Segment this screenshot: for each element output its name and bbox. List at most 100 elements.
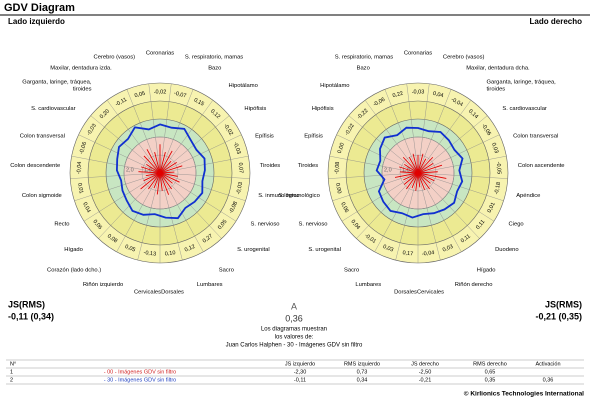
spoke (329, 155, 419, 174)
center-spoke (415, 172, 419, 191)
sector-value: 0,07 (237, 162, 244, 173)
sector-label: Epífisis (255, 133, 274, 139)
spoke (71, 155, 161, 174)
row-value: 0,73 (357, 369, 368, 375)
center-spoke (154, 151, 161, 174)
center-spoke (417, 156, 434, 174)
sector-label: Hipófisis (312, 106, 334, 112)
row-number: 2 (10, 377, 13, 383)
sector-label: Tiroides (260, 163, 281, 169)
sector-value: 0,22 (392, 91, 404, 99)
sector-value: -0,06 (372, 97, 386, 108)
spoke (126, 89, 161, 174)
center-spoke (153, 172, 161, 189)
sector-label: Hígado (64, 247, 83, 253)
spoke (159, 89, 194, 174)
sector-value: 0,05 (217, 219, 228, 231)
center-spoke (408, 157, 419, 174)
sector-value: -0,04 (450, 97, 464, 108)
sector-value: -0,13 (143, 250, 156, 258)
center-spoke (159, 172, 178, 177)
center-spoke (159, 172, 170, 195)
sector-label: Lumbares (197, 282, 223, 288)
sector-label: Epífisis (304, 133, 323, 139)
spoke (78, 134, 161, 174)
center-spoke (394, 172, 419, 178)
sector-label: S. urogenital (237, 247, 270, 253)
sector-value: 0,03 (490, 142, 499, 154)
sector-value: 0,03 (382, 244, 394, 254)
sector-label: S. inmunológico (279, 193, 320, 199)
sector-value: 0,06 (91, 219, 102, 231)
summary-value: 0,36 (285, 313, 303, 323)
center-spoke (400, 171, 419, 174)
sector-label: Cerebro (vasos) (443, 54, 485, 60)
row-name: - 00 - Imágenes GDV sin filtro (104, 369, 176, 375)
sector-label: Colon ascendente (518, 163, 565, 169)
sector-value: -0,03 (412, 89, 425, 95)
summary-line: Juan Carlos Halphen - 30 - Imágenes GDV … (226, 343, 363, 349)
center-spoke (146, 163, 161, 174)
sector-value: 0,00 (334, 182, 342, 194)
summary-line: Los diagramas muestran (261, 327, 327, 333)
spoke (70, 172, 161, 179)
center-spoke (403, 172, 419, 181)
spoke (417, 172, 508, 179)
sector-label: Coronarias (404, 51, 432, 57)
center-spoke (159, 171, 175, 174)
sector-label: Hígado (477, 268, 496, 274)
sector-label: Bazo (357, 65, 370, 71)
sector-value: -0,06 (79, 141, 89, 155)
sector-label: tiroides (487, 87, 506, 93)
sector-value: -0,03 (236, 182, 244, 195)
table-header: Activación (535, 361, 560, 367)
center-spoke (147, 172, 161, 190)
row-value: 0,35 (485, 377, 496, 383)
center-spoke (417, 172, 426, 190)
center-spoke (159, 150, 173, 174)
sector-value: -0,04 (422, 250, 435, 258)
sector-value: 0,11 (475, 219, 486, 231)
spoke (328, 172, 419, 179)
sector-value: 0,20 (99, 108, 111, 120)
center-spoke (138, 171, 161, 174)
center-spoke (399, 166, 419, 174)
sector-label: S. respiratorio, mamas (335, 54, 393, 60)
row-value: 0,36 (543, 377, 554, 383)
sector-label: Duodeno (495, 247, 519, 253)
sector-value: 0,17 (402, 250, 413, 257)
sector-label: Sacro (344, 268, 359, 274)
sector-label: Recto (54, 222, 69, 228)
sector-label: Colon descendente (10, 163, 60, 169)
energy-contour (115, 123, 206, 220)
sector-label: Dorsales (394, 290, 417, 296)
center-spoke (145, 172, 161, 177)
center-spoke (159, 165, 183, 174)
js-label: JS(RMS) (8, 299, 45, 309)
center-spoke (141, 166, 161, 174)
row-value: -0,11 (294, 377, 306, 383)
sector-label: Coronarias (146, 51, 174, 57)
sector-value: -0,11 (114, 97, 128, 108)
center-spoke (417, 158, 427, 174)
spoke (417, 155, 507, 174)
center-dot (416, 171, 420, 175)
spoke (417, 172, 504, 202)
sector-value: -0,06 (480, 123, 492, 137)
scale-label: 1,0 (402, 167, 410, 173)
center-spoke (417, 164, 443, 174)
scale-label: 1,0 (144, 167, 152, 173)
center-spoke (405, 172, 419, 190)
spoke (417, 115, 488, 174)
sector-label: Ciego (509, 222, 524, 228)
row-number: 1 (10, 369, 13, 375)
center-spoke (159, 172, 163, 191)
sector-label: S. cardiovascular (31, 106, 76, 112)
sector-value: -0,08 (228, 201, 239, 215)
sector-value: 0,27 (202, 233, 214, 244)
row-value: 0,34 (357, 377, 368, 383)
sector-label: S. nervioso (299, 222, 328, 228)
sector-value: 0,01 (76, 182, 84, 194)
sector-label: Colon sigmoide (22, 193, 62, 199)
sector-label: Hipotálamo (229, 83, 258, 89)
